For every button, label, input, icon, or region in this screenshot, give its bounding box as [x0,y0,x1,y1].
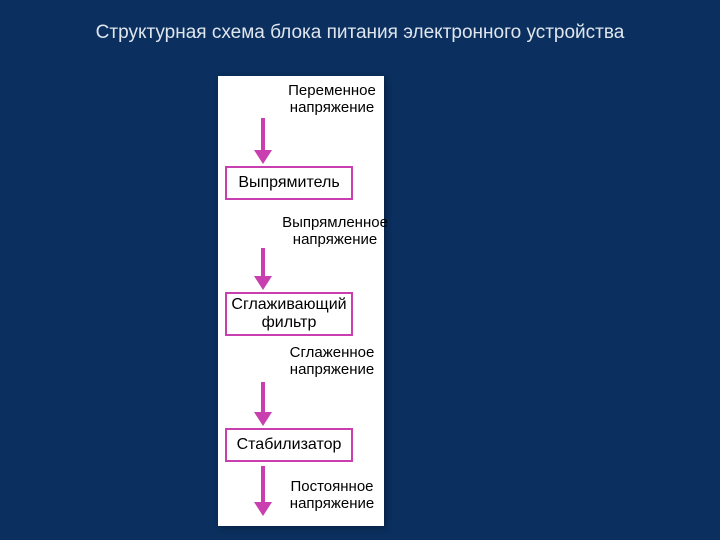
arrow-1 [253,118,273,164]
arrow-2-head [254,276,272,290]
arrow-4-head [254,502,272,516]
arrow-1-shaft [261,118,265,152]
arrow-3 [253,382,273,426]
diagram-panel: Переменное напряжениеВыпрямленное напряж… [218,76,384,526]
box-rectifier: Выпрямитель [225,166,353,200]
lbl-rectified: Выпрямленное напряжение [280,214,390,249]
flowchart: Переменное напряжениеВыпрямленное напряж… [218,76,384,526]
arrow-3-shaft [261,382,265,414]
box-filter: Сглаживающий фильтр [225,292,353,336]
lbl-input: Переменное напряжение [280,82,384,117]
arrow-1-head [254,150,272,164]
arrow-2 [253,248,273,290]
arrow-2-shaft [261,248,265,278]
page-title: Структурная схема блока питания электрон… [0,22,720,44]
lbl-smoothed: Сглаженное напряжение [280,344,384,379]
arrow-4 [253,466,273,516]
arrow-4-shaft [261,466,265,504]
lbl-output: Постоянное напряжение [280,478,384,513]
box-stabilizer: Стабилизатор [225,428,353,462]
arrow-3-head [254,412,272,426]
